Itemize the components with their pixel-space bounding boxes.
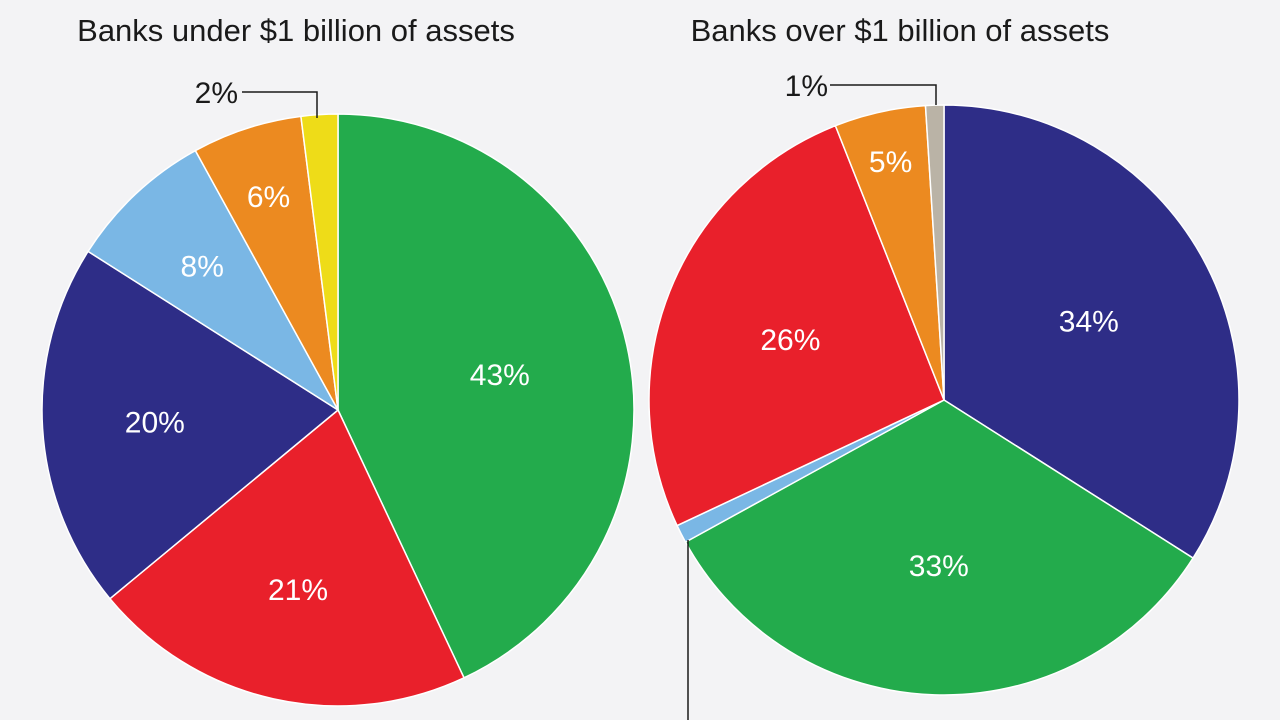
pie-1-label-orange: 5% xyxy=(869,146,912,179)
pie-0-slice-yellow xyxy=(300,113,339,411)
pie-0-slice-red xyxy=(108,408,466,707)
pie-0-callout-line-yellow xyxy=(242,91,318,118)
pie-1-slice-red xyxy=(648,124,945,527)
right-pie: 34% 33% 26% 5% 1% xyxy=(648,70,1240,720)
pie-1-slice-green xyxy=(684,399,1195,696)
pie-0-label-yellow: 2% xyxy=(195,77,238,110)
pie-1-label-tan: 1% xyxy=(785,70,828,103)
pie-0-slice-lightblue xyxy=(87,149,339,411)
pie-0-slice-green xyxy=(337,113,635,679)
pie-0-label-red: 21% xyxy=(268,574,328,607)
right-chart-title: Banks over $1 billion of assets xyxy=(691,13,1110,48)
left-pie: 43% 21% 20% 8% 6% 2% xyxy=(41,77,635,707)
pie-0-label-lightblue: 8% xyxy=(181,250,224,283)
pie-1-label-red: 26% xyxy=(760,324,820,357)
left-chart-title: Banks under $1 billion of assets xyxy=(77,13,515,48)
pie-0-label-orange: 6% xyxy=(247,181,290,214)
pie-0-slice-navy xyxy=(41,250,340,600)
pie-0-label-navy: 20% xyxy=(125,407,185,440)
pie-0-label-green: 43% xyxy=(470,359,530,392)
pie-1-label-navy: 34% xyxy=(1059,305,1119,338)
pie-1-label-green: 33% xyxy=(909,550,969,583)
pie-1-slice-navy xyxy=(943,104,1240,560)
pie-1-slice-tan xyxy=(924,104,945,401)
pie-1-callout-line-tan xyxy=(830,84,937,105)
